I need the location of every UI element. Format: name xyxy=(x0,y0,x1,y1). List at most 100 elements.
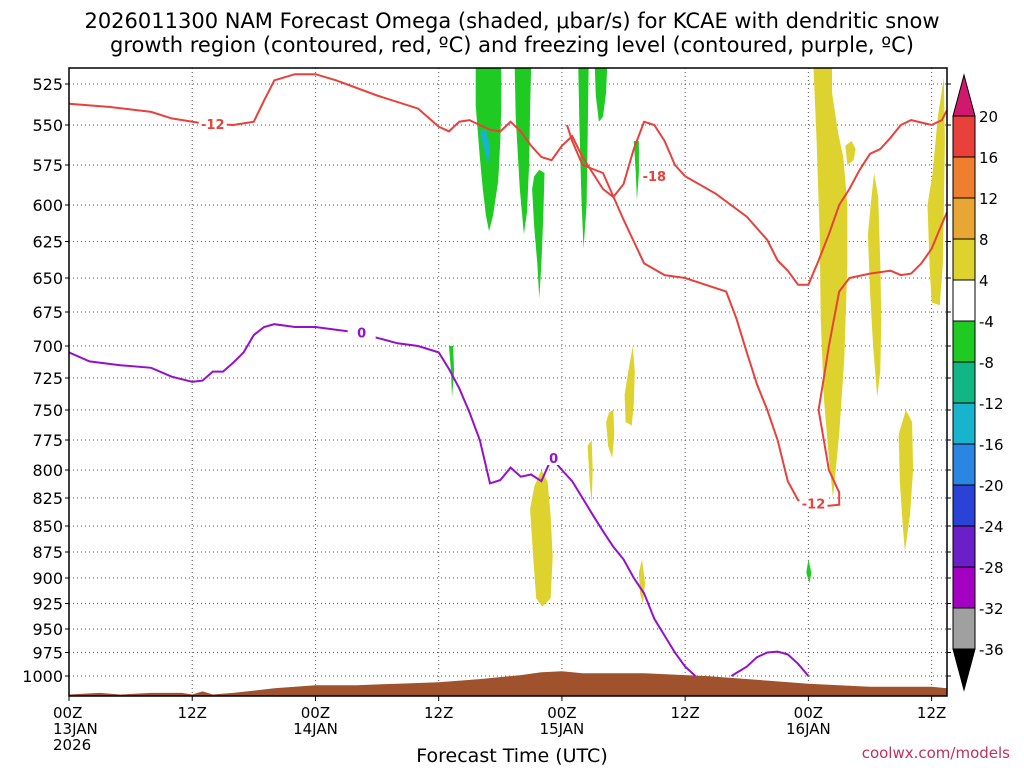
freezing-level-dome xyxy=(730,650,810,677)
contour-label-minus18-bg xyxy=(640,168,669,184)
y-tick-label: 900 xyxy=(32,569,63,588)
contour-label-minus12-bottom-bg xyxy=(799,495,828,511)
y-tick-label: 1000 xyxy=(22,667,63,686)
colorbar-segment xyxy=(952,320,976,363)
chart-title-line-2: growth region (contoured, red, ºC) and f… xyxy=(110,33,914,57)
y-tick-label: 725 xyxy=(32,369,63,388)
omega-region xyxy=(813,68,848,498)
contour-label-freezing-0b-bg xyxy=(539,450,568,465)
contour-label-freezing-0b: 0 xyxy=(549,452,558,467)
y-tick-label: 800 xyxy=(32,461,63,480)
contour-label-freezing-0-bg xyxy=(347,324,376,340)
colorbar-segment xyxy=(952,115,976,158)
y-tick-label: 675 xyxy=(32,303,63,322)
x-tick-label: 13JAN xyxy=(53,720,98,738)
chart-title-line-1: 2026011300 NAM Forecast Omega (shaded, μ… xyxy=(84,9,940,33)
contour-label-minus12-top-bg xyxy=(198,116,227,132)
colorbar-label: -36 xyxy=(979,641,1004,659)
y-tick-label: 950 xyxy=(32,620,63,639)
colorbar-label: 16 xyxy=(979,149,998,167)
colorbar-segment xyxy=(952,402,976,445)
dgz-minus12-upper-line xyxy=(69,73,947,286)
x-tick-label: 14JAN xyxy=(293,720,338,738)
freezing-level-line xyxy=(69,323,697,677)
colorbar-segment xyxy=(952,607,976,650)
x-axis-label: Forecast Time (UTC) xyxy=(416,745,608,767)
y-tick-label: 750 xyxy=(32,401,63,420)
x-tick-label: 00Z xyxy=(794,704,823,722)
omega-region xyxy=(479,129,490,165)
omega-region xyxy=(594,68,608,122)
contour-label-minus12-top: -12 xyxy=(201,118,225,133)
x-tick-label: 12Z xyxy=(424,704,453,722)
x-tick-label: 12Z xyxy=(178,704,207,722)
colorbar-segment xyxy=(952,484,976,527)
omega-region xyxy=(633,141,639,201)
x-tick-label: 12Z xyxy=(917,704,946,722)
omega-region xyxy=(845,141,856,165)
contour-label-minus12-bottom: -12 xyxy=(802,498,826,513)
y-tick-label: 550 xyxy=(32,116,63,135)
omega-region xyxy=(514,68,532,235)
colorbar-top-triangle xyxy=(952,73,976,117)
omega-region xyxy=(867,173,882,398)
omega-region xyxy=(530,470,553,607)
plot-area: -12 -18 -12 0 0 xyxy=(69,68,947,696)
x-tick-label: 00Z xyxy=(547,704,576,722)
colorbar-segment xyxy=(952,279,976,322)
y-tick-label: 775 xyxy=(32,431,63,450)
x-tick-label: 00Z xyxy=(301,704,330,722)
colorbar-segment xyxy=(952,566,976,609)
x-tick-label: 2026 xyxy=(53,736,91,754)
y-tick-label: 625 xyxy=(32,233,63,252)
omega-region xyxy=(606,410,615,458)
omega-region xyxy=(624,346,635,426)
colorbar-label: -28 xyxy=(979,559,1004,577)
omega-region xyxy=(927,77,945,306)
colorbar-label: 12 xyxy=(979,190,998,208)
plot-frame xyxy=(68,67,948,697)
y-tick-label: 650 xyxy=(32,269,63,288)
colorbar-label: -32 xyxy=(979,600,1004,618)
colorbar-label: -20 xyxy=(979,477,1004,495)
omega-region xyxy=(449,346,455,398)
colorbar-segment xyxy=(952,238,976,281)
omega-region xyxy=(898,410,914,552)
y-tick-label: 850 xyxy=(32,517,63,536)
y-tick-label: 525 xyxy=(32,75,63,94)
credit-text: coolwx.com/models xyxy=(861,744,1010,762)
colorbar-segment xyxy=(952,156,976,199)
colorbar-segment xyxy=(952,525,976,568)
terrain-fill xyxy=(69,671,947,696)
colorbar-bottom-triangle xyxy=(952,648,976,692)
colorbar-label: -8 xyxy=(979,354,994,372)
omega-region xyxy=(638,559,646,604)
x-tick-label: 12Z xyxy=(670,704,699,722)
colorbar-segment xyxy=(952,361,976,404)
y-tick-label: 575 xyxy=(32,156,63,175)
omega-region xyxy=(806,559,812,584)
omega-region xyxy=(532,169,545,299)
y-tick-label: 925 xyxy=(32,595,63,614)
colorbar-label: -16 xyxy=(979,436,1004,454)
colorbar-label: -24 xyxy=(979,518,1004,536)
y-tick-label: 600 xyxy=(32,196,63,215)
colorbar-label: 8 xyxy=(979,231,989,249)
y-tick-label: 975 xyxy=(32,644,63,663)
x-tick-label: 00Z xyxy=(53,704,82,722)
colorbar-label: 4 xyxy=(979,272,989,290)
y-tick-label: 875 xyxy=(32,543,63,562)
colorbar-segment xyxy=(952,197,976,240)
omega-region xyxy=(587,440,593,504)
x-tick-label: 15JAN xyxy=(540,720,585,738)
contour-label-minus18: -18 xyxy=(643,170,667,185)
colorbar-label: 20 xyxy=(979,108,998,126)
y-tick-label: 825 xyxy=(32,489,63,508)
colorbar-segment xyxy=(952,443,976,486)
contour-label-freezing-0: 0 xyxy=(357,326,366,341)
y-tick-label: 700 xyxy=(32,337,63,356)
x-tick-label: 16JAN xyxy=(786,720,831,738)
colorbar-label: -4 xyxy=(979,313,994,331)
colorbar-label: -12 xyxy=(979,395,1004,413)
